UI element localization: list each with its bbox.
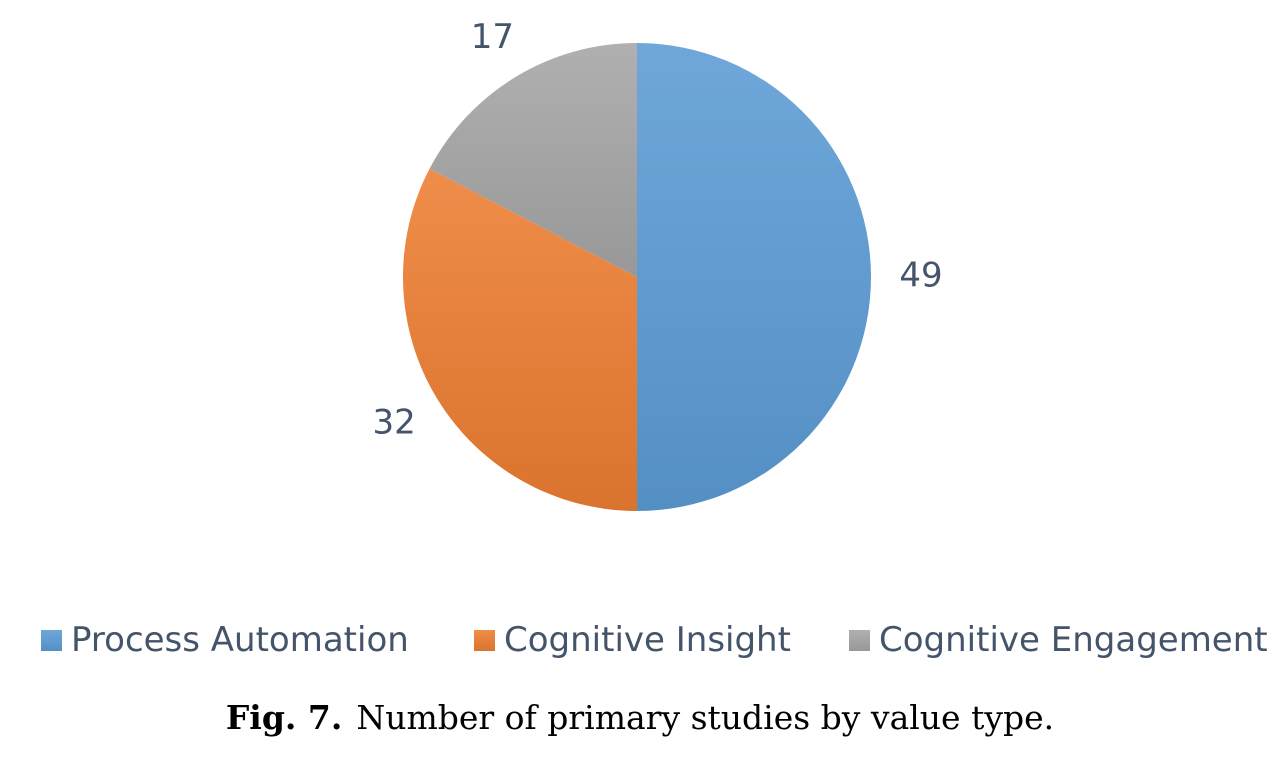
legend-label-process-automation: Process Automation bbox=[71, 620, 409, 660]
figure-caption: Fig. 7. Number of primary studies by valu… bbox=[0, 698, 1280, 737]
figure-caption-text: Number of primary studies by value type. bbox=[356, 698, 1055, 737]
legend-item-cognitive-engagement: Cognitive Engagement bbox=[849, 615, 1268, 665]
legend-swatch-process-automation bbox=[41, 629, 62, 651]
legend-item-process-automation: Process Automation bbox=[41, 615, 409, 665]
pie-slice-cognitive-engagement bbox=[429, 43, 637, 277]
pie-slice-cognitive-insight bbox=[403, 168, 637, 511]
legend-item-cognitive-insight: Cognitive Insight bbox=[474, 615, 791, 665]
legend-label-cognitive-engagement: Cognitive Engagement bbox=[879, 620, 1268, 660]
figure-number: Fig. 7. bbox=[225, 698, 343, 737]
data-label-cognitive-engagement: 17 bbox=[471, 17, 514, 57]
legend-swatch-cognitive-engagement bbox=[849, 629, 870, 651]
data-label-cognitive-insight: 32 bbox=[373, 403, 416, 443]
legend-swatch-cognitive-insight bbox=[474, 629, 495, 651]
pie-slice-process-automation bbox=[637, 43, 871, 511]
data-label-process-automation: 49 bbox=[899, 256, 942, 296]
legend: Process Automation Cognitive Insight Cog… bbox=[0, 615, 1280, 665]
legend-label-cognitive-insight: Cognitive Insight bbox=[504, 620, 791, 660]
pie-chart: 49 32 17 bbox=[373, 17, 943, 511]
